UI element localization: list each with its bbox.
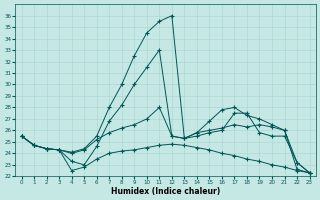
X-axis label: Humidex (Indice chaleur): Humidex (Indice chaleur) xyxy=(111,187,220,196)
